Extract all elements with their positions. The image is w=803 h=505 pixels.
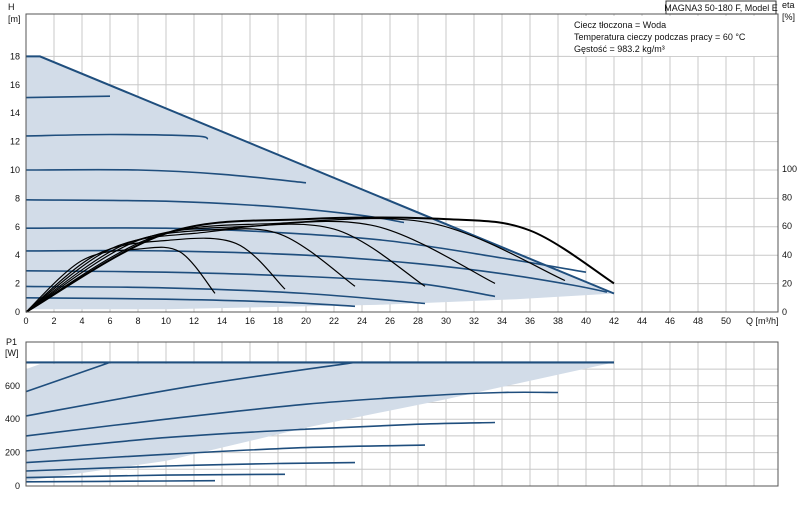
head-curve [25,168,307,184]
y-tick-label: 8 [15,193,20,203]
y-tick-label: 6 [15,222,20,232]
power-tick-label: 400 [5,414,20,424]
eta-axis-label: eta [782,0,795,10]
y-tick-label: 2 [15,279,20,289]
power-curve [25,461,356,472]
fluid-info-line: Ciecz tłoczona = Woda [574,20,666,30]
eta-tick-label: 60 [782,221,792,231]
y-tick-label: 10 [10,165,20,175]
x-tick-label: 44 [637,316,647,326]
x-tick-label: 42 [609,316,619,326]
x-tick-label: 50 [721,316,731,326]
head-plot-frame [25,13,779,313]
power-curve [25,391,559,437]
efficiency-curve [25,217,566,313]
x-tick-label: 2 [51,316,56,326]
power-tick-label: 0 [15,481,20,491]
y-tick-label: 16 [10,80,20,90]
x-tick-label: 6 [107,316,112,326]
head-curve [25,133,209,140]
x-tick-label: 30 [441,316,451,326]
x-tick-label: 48 [693,316,703,326]
power-curve [25,421,496,452]
power-curve [25,361,111,393]
max-curve-boundary [26,55,615,295]
power-axis-unit: [W] [5,348,19,358]
operating-range-area [26,56,614,310]
efficiency-curve [25,237,286,313]
power-curve [25,444,426,464]
fluid-info-line: Gęstość = 983.2 kg/m³ [574,44,665,54]
x-tick-label: 38 [553,316,563,326]
y-tick-label: 18 [10,51,20,61]
x-tick-label: 26 [385,316,395,326]
head-curve [25,285,426,305]
x-tick-label: 4 [79,316,84,326]
y-tick-label: 14 [10,108,20,118]
x-tick-label: 18 [273,316,283,326]
eta-tick-label: 80 [782,193,792,203]
x-tick-label: 24 [357,316,367,326]
head-curve [25,199,405,224]
x-tick-label: 16 [245,316,255,326]
x-tick-label: 46 [665,316,675,326]
model-label: MAGNA3 50-180 F, Model E [664,3,778,13]
y-tick-label: 0 [15,307,20,317]
efficiency-curve [25,223,426,313]
power-tick-label: 600 [5,381,20,391]
model-label-box [665,0,777,15]
power-tick-label: 200 [5,448,20,458]
efficiency-curve [25,216,615,313]
x-tick-label: 20 [301,316,311,326]
fluid-info-line: Temperatura cieczy podczas pracy = 60 °C [574,32,746,42]
x-tick-label: 34 [497,316,507,326]
y-axis-unit: [m] [8,14,21,24]
eta-tick-label: 100 [782,164,797,174]
eta-tick-label: 0 [782,307,787,317]
eta-axis-unit: [%] [782,12,795,22]
power-axis-label: P1 [6,337,17,347]
y-tick-label: 4 [15,250,20,260]
efficiency-curve [25,228,356,313]
power-curve [25,479,216,483]
head-curve [25,297,356,308]
eta-tick-label: 40 [782,250,792,260]
x-tick-label: 0 [23,316,28,326]
x-tick-label: 28 [413,316,423,326]
eta-tick-label: 20 [782,278,792,288]
x-axis-label: Q [m³/h] [746,316,779,326]
efficiency-curve [25,246,216,313]
x-tick-label: 36 [525,316,535,326]
x-tick-label: 8 [135,316,140,326]
x-tick-label: 14 [217,316,227,326]
y-axis-label: H [8,2,15,12]
x-tick-label: 12 [189,316,199,326]
head-curve [25,227,587,273]
power-plot-frame [25,341,779,487]
x-tick-label: 32 [469,316,479,326]
efficiency-curve [25,220,496,313]
x-tick-label: 22 [329,316,339,326]
head-curve [25,95,111,99]
power-curve [25,361,356,417]
y-tick-label: 12 [10,137,20,147]
info-background [570,16,770,56]
power-curve [25,473,286,479]
head-curve [25,270,496,298]
power-range-area [26,362,614,481]
x-tick-label: 10 [161,316,171,326]
x-tick-label: 40 [581,316,591,326]
